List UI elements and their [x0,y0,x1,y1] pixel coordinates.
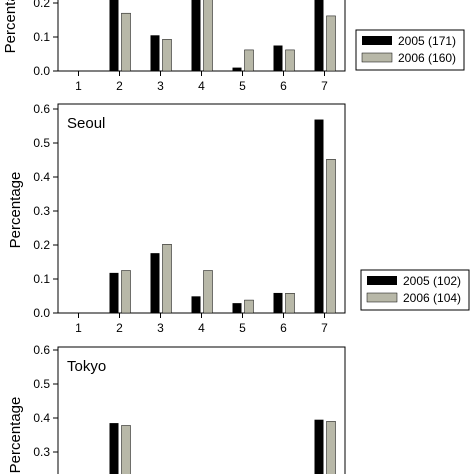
y-tick-label: 0.4 [33,411,50,425]
y-axis-label: Percentage [2,0,19,53]
bar-first-series [273,45,283,71]
bar-first-series [314,0,324,71]
bar-first-series [109,272,119,313]
chart-panel-1: 0.0 0.1 0.2 1 2 3 4 5 6 7 Percentage 2005 (171) 2006… [2,0,465,93]
legend-swatch [361,52,393,63]
plot-frame [57,103,346,314]
y-tick-label: 0.3 [33,204,50,218]
bar-second-series [162,39,172,71]
bar-second-series [121,12,131,71]
bar-first-series [191,0,201,71]
x-tick-label: 4 [198,321,205,335]
legend-swatch [366,292,398,303]
bar-first-series [191,296,201,313]
y-tick-label: 0.0 [33,64,50,78]
x-tick-label: 4 [198,79,205,93]
legend-label: 2006 (104) [403,291,461,305]
x-tick-label: 3 [157,321,164,335]
x-tick-label: 5 [239,321,246,335]
y-axis-label: Percentage [7,397,24,474]
x-tick-label: 6 [280,321,287,335]
y-tick-label: 0.5 [33,136,50,150]
bar-first-series [273,292,283,313]
x-tick-label: 5 [239,79,246,93]
x-tick-label: 1 [75,321,82,335]
legend-swatch [367,276,397,285]
legend: 2005 (102) 2006 (104) [360,269,470,311]
x-tick-label: 7 [321,321,328,335]
plot-frame [57,0,346,72]
legend-swatch [362,36,392,45]
y-tick-label: 0.1 [33,272,50,286]
bar-first-series [314,119,324,313]
y-tick-label: 0.3 [33,445,50,459]
panel-title: Seoul [67,115,105,132]
bar-second-series [121,270,131,313]
legend-label: 2005 (171) [398,34,456,48]
bar-second-series [326,159,336,313]
bar-second-series [162,244,172,313]
x-tick-label: 6 [280,79,287,93]
bar-first-series [150,253,160,313]
y-tick-label: 0.6 [33,343,50,357]
bar-second-series [244,299,254,313]
y-tick-label: 0.4 [33,170,50,184]
bar-second-series [326,15,336,71]
legend-label: 2005 (102) [403,274,461,288]
x-tick-label: 7 [321,79,328,93]
legend: 2005 (171) 2006 (160) [355,29,465,71]
bar-second-series [121,425,131,474]
legend-label: 2006 (160) [398,51,456,65]
x-tick-label: 3 [157,79,164,93]
y-tick-label: 0.2 [33,0,50,10]
x-tick-label: 1 [75,79,82,93]
bar-first-series [232,303,242,313]
y-tick-label: 0.5 [33,377,50,391]
bar-first-series [109,0,119,71]
bar-first-series [232,67,242,71]
bar-second-series [203,270,213,313]
bar-second-series [203,0,213,71]
bar-second-series [285,49,295,71]
x-tick-label: 2 [116,321,123,335]
y-tick-label: 0.6 [33,102,50,116]
x-tick-label: 2 [116,79,123,93]
bar-second-series [244,49,254,71]
chart-panel-2: 0.0 0.1 0.2 0.3 0.4 0.5 0.6 1 2 3 4 5 6 7 Seoul Percent… [7,102,470,335]
bar-second-series [285,293,295,313]
bar-first-series [109,423,119,474]
chart-panel-3: 0.3 0.4 0.5 0.6 Tokyo Percentage [7,343,346,474]
panel-title: Tokyo [67,358,106,375]
y-tick-label: 0.0 [33,306,50,320]
bar-first-series [314,419,324,474]
bar-first-series [150,35,160,71]
plot-frame [57,346,346,474]
bar-second-series [326,421,336,474]
y-tick-label: 0.2 [33,238,50,252]
y-tick-label: 0.1 [33,30,50,44]
y-axis-label: Percentage [7,172,24,249]
